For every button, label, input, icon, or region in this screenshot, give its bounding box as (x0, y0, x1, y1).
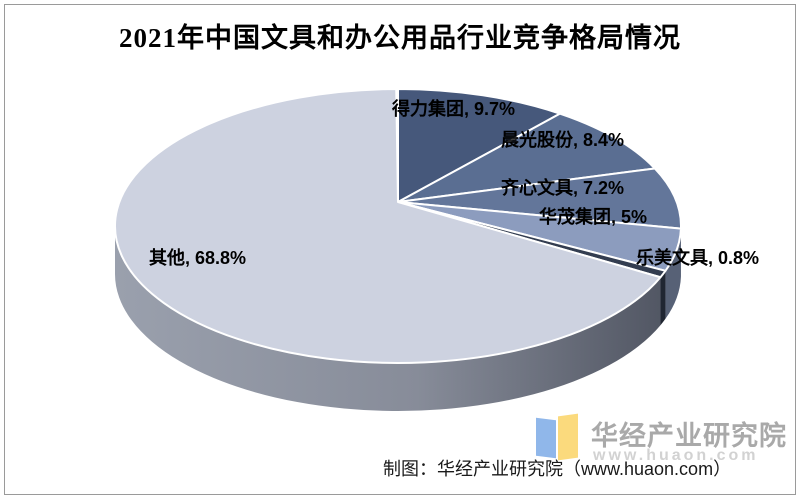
slice-label-qixin: 齐心文具, 7.2% (501, 178, 625, 198)
credit-line: 制图：华经产业研究院（www.huaon.com） (383, 459, 732, 479)
watermark-url: www.huaon.com (593, 447, 759, 464)
chart-title: 2021年中国文具和办公用品行业竞争格局情况 (119, 23, 681, 53)
pie-chart: 得力集团, 9.7% 晨光股份, 8.4% 齐心文具, 7.2% 华茂集团, 5… (0, 55, 800, 435)
logo-blue-page (536, 417, 556, 459)
slice-label-deli: 得力集团, 9.7% (392, 99, 516, 119)
watermark: 华经产业研究院 www.huaon.com (535, 410, 787, 472)
slice-label-chenguang: 晨光股份, 8.4% (501, 130, 625, 150)
slice-label-huamao: 华茂集团, 5% (539, 207, 648, 227)
logo-yellow-page (558, 413, 578, 461)
watermark-name: 华经产业研究院 (591, 421, 787, 451)
slice-label-other: 其他, 68.8% (149, 248, 247, 268)
slice-label-lemei: 乐美文具, 0.8% (636, 248, 760, 268)
pie-3d-svg (114, 88, 682, 412)
